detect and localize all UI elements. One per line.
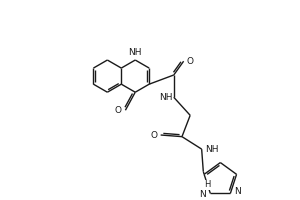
Text: N: N — [234, 187, 241, 196]
Text: O: O — [115, 106, 122, 115]
Text: NH: NH — [159, 93, 172, 102]
Text: NH: NH — [128, 48, 142, 57]
Text: NH: NH — [206, 145, 219, 154]
Text: N: N — [199, 190, 206, 199]
Text: O: O — [150, 131, 158, 140]
Text: O: O — [186, 57, 193, 66]
Text: H: H — [205, 180, 211, 189]
